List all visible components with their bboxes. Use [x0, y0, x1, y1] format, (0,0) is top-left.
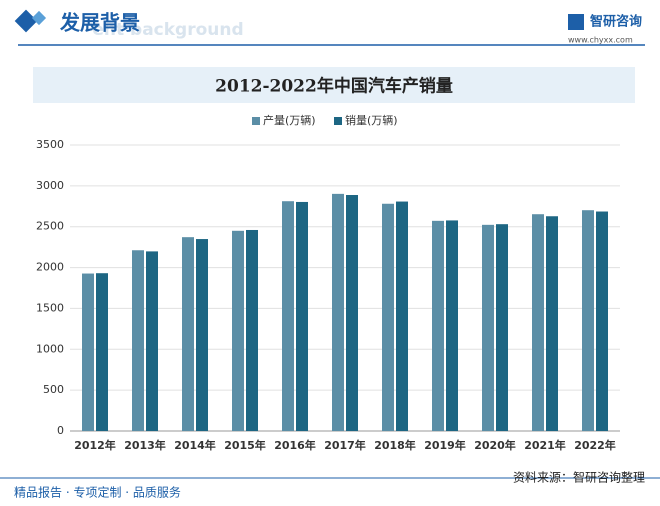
x-tick-label: 2012年: [74, 438, 116, 452]
header-title: 发展背景: [59, 11, 140, 35]
bar: [96, 273, 108, 431]
legend-label: 销量(万辆): [345, 113, 398, 127]
x-tick-label: 2017年: [324, 438, 366, 452]
header-subtitle: ent background: [92, 20, 243, 40]
bar: [346, 195, 358, 431]
bar: [146, 251, 158, 431]
logo-icon: [568, 14, 584, 30]
x-tick-label: 2019年: [424, 438, 466, 452]
legend-swatch: [334, 117, 342, 125]
bar: [396, 201, 408, 431]
bar: [532, 214, 544, 431]
x-tick-label: 2015年: [224, 438, 266, 452]
bar: [82, 273, 94, 431]
y-tick-label: 0: [57, 424, 64, 437]
logo-url: www.chyxx.com: [568, 36, 633, 45]
bar: [296, 201, 308, 431]
bar: [382, 203, 394, 431]
bar: [546, 216, 558, 431]
legend-label: 产量(万辆): [263, 113, 316, 127]
bar: [232, 230, 244, 431]
bar: [432, 220, 444, 431]
bar: [596, 211, 608, 431]
bar: [246, 229, 258, 431]
x-tick-label: 2021年: [524, 438, 566, 452]
y-tick-label: 3000: [36, 179, 64, 192]
y-tick-label: 1500: [36, 301, 64, 314]
x-tick-label: 2022年: [574, 438, 616, 452]
y-tick-label: 1000: [36, 342, 64, 355]
bar: [196, 239, 208, 431]
bar: [332, 193, 344, 431]
y-tick-label: 3500: [36, 138, 64, 151]
title-box: [33, 67, 635, 103]
x-tick-label: 2016年: [274, 438, 316, 452]
header-icon: [31, 10, 47, 26]
x-tick-label: 2013年: [124, 438, 166, 452]
legend-swatch: [252, 117, 260, 125]
chart-title: 2012-2022年中国汽车产销量: [215, 76, 453, 97]
x-tick-label: 2018年: [374, 438, 416, 452]
logo-name: 智研咨询: [590, 14, 642, 30]
bar: [496, 224, 508, 431]
y-tick-label: 2000: [36, 261, 64, 274]
bar: [446, 220, 458, 431]
y-tick-label: 500: [43, 383, 64, 396]
bar: [582, 210, 594, 431]
footer-source: 资料来源：智研咨询整理: [513, 470, 645, 485]
bar: [182, 237, 194, 431]
y-tick-label: 2500: [36, 220, 64, 233]
bar: [132, 250, 144, 431]
footer-tagline: 精品报告 · 专项定制 · 品质服务: [14, 485, 181, 500]
x-tick-label: 2014年: [174, 438, 216, 452]
bar: [482, 224, 494, 431]
bar: [282, 201, 294, 431]
x-tick-label: 2020年: [474, 438, 516, 452]
